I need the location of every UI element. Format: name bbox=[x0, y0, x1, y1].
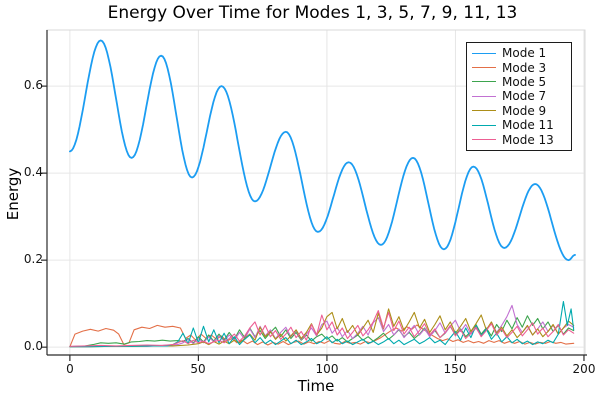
legend-label: Mode 9 bbox=[502, 103, 547, 118]
legend-label: Mode 1 bbox=[502, 46, 547, 61]
legend-line-sample-mode-5 bbox=[472, 81, 496, 83]
x-tick-label-200: 200 bbox=[572, 362, 596, 376]
legend-label: Mode 7 bbox=[502, 89, 547, 104]
legend-line-sample-mode-9 bbox=[472, 110, 496, 112]
legend-line-sample-mode-11 bbox=[472, 124, 496, 126]
legend-row-mode-5: Mode 5 bbox=[472, 75, 567, 89]
y-tick-label-0.0: 0.0 bbox=[23, 339, 43, 353]
legend-row-mode-9: Mode 9 bbox=[472, 104, 567, 118]
legend-label: Mode 13 bbox=[502, 132, 554, 147]
legend-row-mode-7: Mode 7 bbox=[472, 89, 567, 103]
x-tick-label-0: 0 bbox=[66, 362, 74, 376]
legend-line-sample-mode-7 bbox=[472, 95, 496, 97]
y-tick-label-0.6: 0.6 bbox=[23, 78, 43, 92]
y-tick-label-0.2: 0.2 bbox=[23, 252, 43, 266]
x-tick-label-150: 150 bbox=[443, 362, 467, 376]
legend-label: Mode 5 bbox=[502, 74, 547, 89]
x-axis-label: Time bbox=[297, 377, 335, 395]
legend-line-sample-mode-13 bbox=[472, 139, 496, 141]
legend-row-mode-13: Mode 13 bbox=[472, 132, 567, 147]
legend-line-sample-mode-3 bbox=[472, 67, 496, 69]
legend-line-sample-mode-1 bbox=[472, 52, 496, 54]
x-tick-label-50: 50 bbox=[190, 362, 206, 376]
legend-label: Mode 3 bbox=[502, 60, 547, 75]
y-tick-label-0.4: 0.4 bbox=[23, 165, 43, 179]
legend-label: Mode 11 bbox=[502, 118, 554, 133]
legend: Mode 1 Mode 3 Mode 5 Mode 7 Mode 9 Mode … bbox=[466, 42, 572, 151]
chart-title: Energy Over Time for Modes 1, 3, 5, 7, 9… bbox=[107, 3, 518, 23]
x-tick-label-100: 100 bbox=[315, 362, 339, 376]
legend-row-mode-11: Mode 11 bbox=[472, 118, 567, 132]
legend-row-mode-3: Mode 3 bbox=[472, 60, 567, 75]
legend-row-mode-1: Mode 1 bbox=[472, 46, 567, 60]
